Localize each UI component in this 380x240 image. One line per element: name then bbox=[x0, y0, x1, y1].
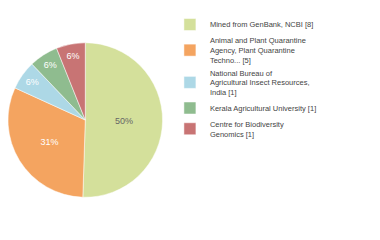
svg-text:Kerala Agricultural University: Kerala Agricultural University [1] bbox=[210, 104, 316, 113]
svg-text:National Bureau ofAgricultural: National Bureau ofAgricultural Insect Re… bbox=[210, 69, 310, 98]
svg-text:6%: 6% bbox=[26, 77, 39, 87]
svg-text:Mined from GenBank, NCBI [8]: Mined from GenBank, NCBI [8] bbox=[210, 20, 313, 29]
svg-text:6%: 6% bbox=[44, 60, 57, 70]
svg-text:31%: 31% bbox=[40, 137, 58, 147]
svg-text:Centre for BiodiversityGenomic: Centre for BiodiversityGenomics [1] bbox=[210, 120, 284, 139]
svg-text:6%: 6% bbox=[66, 51, 79, 61]
svg-text:50%: 50% bbox=[115, 116, 133, 126]
svg-text:Animal and Plant QuarantineAge: Animal and Plant QuarantineAgency, Plant… bbox=[210, 36, 306, 65]
